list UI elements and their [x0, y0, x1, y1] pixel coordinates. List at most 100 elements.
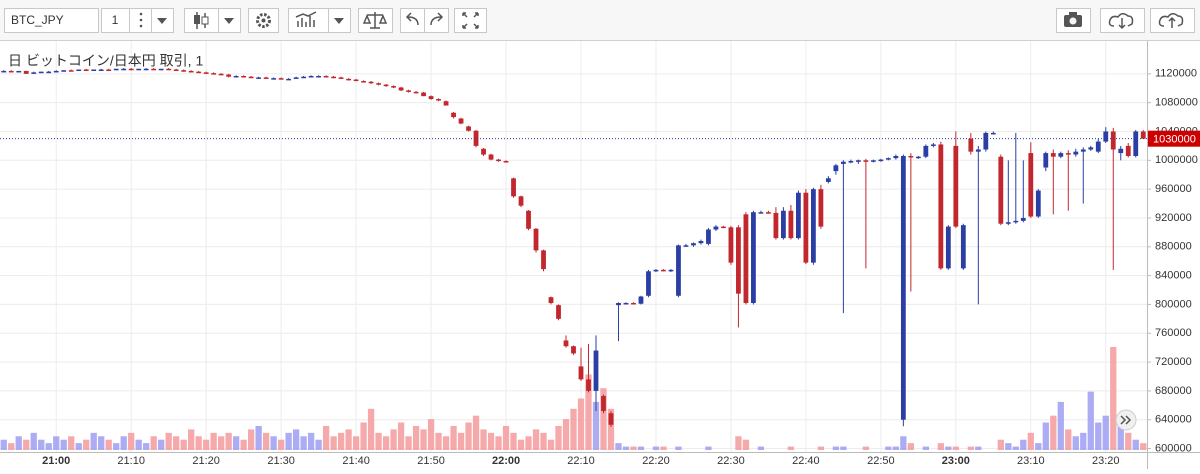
volume-bar — [247, 429, 255, 450]
candle-body — [196, 71, 202, 74]
candle-body — [226, 74, 232, 77]
candle-body — [8, 70, 14, 73]
redo-button[interactable] — [424, 8, 449, 33]
volume-bar — [592, 401, 600, 450]
volume-bar — [997, 439, 1004, 450]
x-tick-label: 22:50 — [867, 455, 895, 467]
x-tick-label: 23:00 — [942, 455, 970, 467]
volume-bar — [1117, 422, 1124, 450]
volume-bar — [270, 436, 277, 450]
volume-bar — [75, 443, 82, 450]
y-tick-label: 1000000 — [1155, 154, 1198, 166]
candle-body — [668, 269, 674, 272]
candle-body — [1, 70, 7, 73]
volume-bar — [675, 446, 682, 450]
volume-bar — [210, 432, 217, 450]
candle-body — [383, 84, 389, 87]
volume-bar — [1095, 422, 1102, 450]
x-tick-label: 21:00 — [42, 455, 70, 467]
volume-bar — [135, 439, 142, 450]
volume-bar — [517, 439, 525, 450]
candle-body — [331, 76, 337, 79]
candle-body — [211, 73, 217, 75]
fullscreen-button[interactable] — [454, 8, 487, 33]
volume-bar — [735, 436, 742, 450]
volume-bar — [1050, 415, 1057, 450]
candle-body — [766, 212, 771, 214]
interval-menu[interactable] — [129, 8, 152, 33]
candle-body — [16, 70, 22, 73]
indicators-dropdown[interactable] — [328, 8, 351, 33]
volume-bar — [405, 436, 412, 450]
volume-bar — [832, 446, 840, 450]
interval: 1 — [112, 13, 119, 27]
candle-body — [1088, 147, 1094, 150]
volume-bar — [742, 439, 750, 450]
y-tick-label: 1080000 — [1155, 97, 1198, 109]
x-tick-label: 21:10 — [117, 455, 145, 467]
candle-body — [398, 87, 404, 91]
volume-bar — [128, 432, 135, 450]
volume-bar — [158, 439, 165, 450]
candle-body — [286, 78, 292, 81]
interval-dropdown[interactable] — [151, 8, 174, 33]
candle-body — [661, 269, 666, 272]
volume-bar — [60, 439, 67, 450]
volume-bar — [1072, 436, 1079, 450]
candle-body — [863, 160, 869, 162]
chart-type-dropdown[interactable] — [218, 8, 241, 33]
candle-body — [825, 178, 831, 182]
y-tick-label: 600000 — [1155, 442, 1192, 454]
candle-body — [631, 302, 636, 305]
volume-bar — [1110, 347, 1117, 450]
compare-button[interactable] — [358, 8, 393, 33]
volume-bar — [165, 432, 172, 450]
candle-body — [541, 250, 546, 270]
volume-bar — [562, 419, 570, 450]
candle-body — [233, 75, 239, 78]
volume-bar — [352, 436, 360, 450]
x-tick-label: 23:10 — [1017, 455, 1045, 467]
chart-type-button[interactable] — [184, 8, 219, 33]
volume-bar — [232, 436, 240, 450]
symbol-box[interactable] — [4, 8, 99, 33]
volume-bar — [255, 425, 262, 450]
volume-bar — [150, 436, 157, 450]
candle-body — [855, 160, 861, 162]
load-button[interactable] — [1100, 8, 1145, 33]
volume-bar — [892, 446, 900, 450]
settings-button[interactable] — [248, 8, 279, 33]
candle-body — [840, 161, 846, 164]
volume-bar — [450, 425, 457, 450]
candle-body — [181, 70, 187, 72]
candle-body — [736, 227, 741, 294]
indicators-button[interactable] — [288, 8, 329, 33]
candle-body — [271, 78, 277, 80]
candle-body — [1013, 220, 1019, 223]
candle-body — [38, 71, 44, 74]
candle-body — [421, 92, 426, 97]
snapshot-button[interactable] — [1056, 8, 1091, 33]
volume-bar — [120, 436, 127, 450]
volume-bar — [555, 425, 562, 450]
save-button[interactable] — [1150, 8, 1195, 33]
candle-body — [353, 79, 359, 82]
candle-body — [833, 165, 839, 172]
candle-body — [938, 144, 944, 269]
scroll-button[interactable] — [1115, 409, 1137, 431]
x-tick-label: 21:50 — [417, 455, 445, 467]
candle-body — [623, 302, 629, 305]
candle-body — [23, 70, 29, 74]
volume-bar — [465, 422, 472, 450]
volume-bar — [30, 432, 37, 450]
candle-body — [691, 243, 696, 246]
volume-bar — [840, 446, 847, 450]
undo-button[interactable] — [400, 8, 425, 33]
candle-body — [188, 70, 194, 73]
candle-body — [616, 302, 621, 306]
candle-body — [983, 132, 989, 150]
candle-body — [533, 228, 539, 251]
volume-bar — [1057, 401, 1064, 450]
interval-box[interactable] — [101, 8, 130, 33]
